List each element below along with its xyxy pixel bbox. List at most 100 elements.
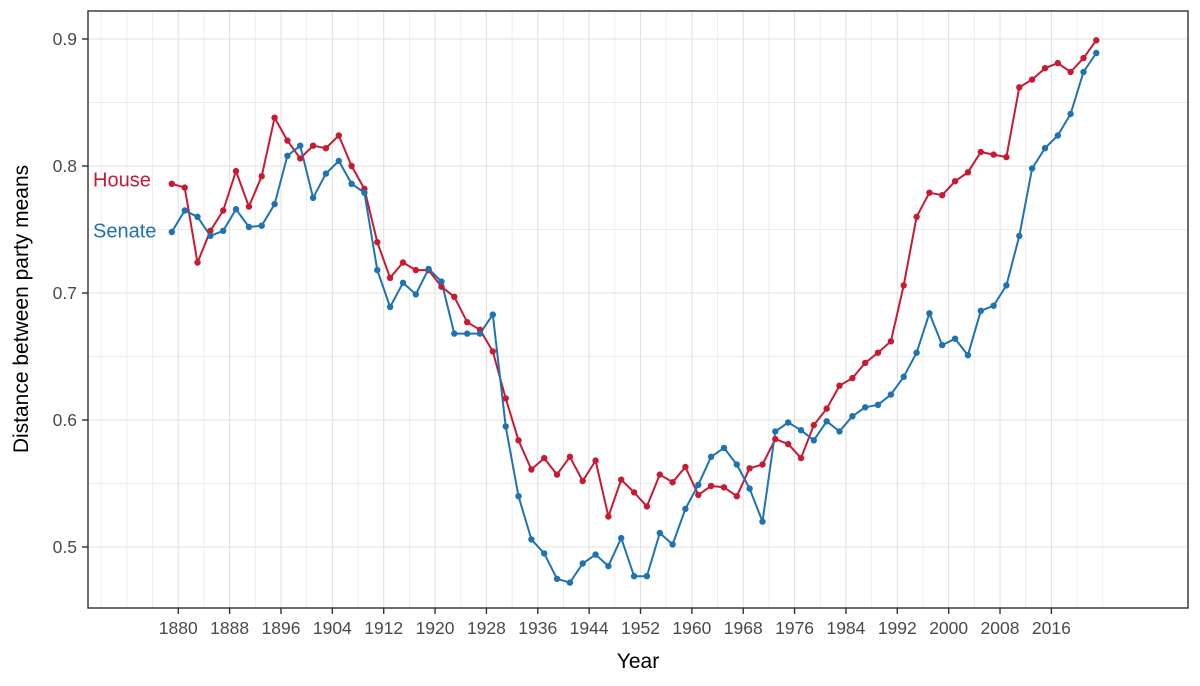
x-tick-label: 2008 <box>981 618 1020 638</box>
data-point-house <box>785 440 792 448</box>
data-point-house <box>335 132 342 139</box>
series-line-house <box>170 39 1098 518</box>
data-point-house <box>746 465 753 472</box>
data-point-house <box>1041 65 1049 72</box>
data-point-house <box>682 463 689 471</box>
x-tick-label: 1896 <box>262 618 301 638</box>
data-point-house <box>797 454 805 462</box>
data-point-house <box>772 435 779 443</box>
data-point-senate <box>746 485 753 492</box>
data-point-house <box>656 471 663 478</box>
data-point-senate <box>836 428 843 435</box>
grid-minor-lines <box>88 11 1188 608</box>
data-point-house <box>977 148 984 156</box>
data-point-senate <box>951 335 959 342</box>
series-lines <box>170 39 1098 584</box>
data-point-house <box>630 489 638 496</box>
data-point-house <box>926 189 933 196</box>
data-point-house <box>1003 153 1010 161</box>
data-point-senate <box>926 310 933 317</box>
data-point-house <box>502 395 509 402</box>
data-point-senate <box>1093 49 1100 57</box>
data-point-senate <box>849 413 856 420</box>
data-point-senate <box>630 573 638 580</box>
data-point-senate <box>643 573 651 580</box>
data-point-house <box>220 207 227 214</box>
data-point-house <box>874 349 882 356</box>
data-point-house <box>464 319 471 326</box>
data-point-senate <box>528 536 535 543</box>
data-point-senate <box>964 352 972 359</box>
x-tick-label: 1976 <box>775 618 814 638</box>
data-point-senate <box>772 428 779 435</box>
data-point-house <box>451 293 458 300</box>
data-point-house <box>181 184 188 191</box>
data-point-house <box>1080 54 1087 62</box>
data-point-senate <box>656 529 663 537</box>
data-point-senate <box>682 505 689 513</box>
data-point-senate <box>990 302 997 309</box>
data-point-house <box>605 513 612 520</box>
data-point-senate <box>785 419 792 426</box>
x-tick-label: 2016 <box>1032 618 1071 638</box>
y-tick-label: 0.5 <box>53 537 77 557</box>
data-point-senate <box>297 142 304 149</box>
data-point-senate <box>707 453 715 460</box>
data-point-senate <box>515 493 522 500</box>
series-line-senate <box>170 52 1098 584</box>
data-point-senate <box>887 391 895 398</box>
y-tick-label: 0.9 <box>53 29 77 49</box>
data-point-senate <box>348 180 355 187</box>
data-point-senate <box>733 461 740 468</box>
data-point-house <box>913 213 920 220</box>
data-point-senate <box>232 206 240 213</box>
data-point-house <box>489 348 496 355</box>
x-tick-label: 1960 <box>672 618 711 638</box>
data-point-house <box>823 405 830 412</box>
data-point-senate <box>669 541 676 548</box>
data-point-senate <box>502 423 509 430</box>
data-point-senate <box>181 207 188 214</box>
data-point-senate <box>476 330 484 337</box>
data-point-senate <box>386 303 394 311</box>
data-point-house <box>566 453 574 460</box>
data-point-senate <box>168 228 175 236</box>
legend-senate-label: Senate <box>93 220 157 243</box>
data-point-house <box>232 167 240 175</box>
data-point-senate <box>618 534 625 542</box>
data-point-house <box>528 466 535 473</box>
data-point-senate <box>1028 165 1036 172</box>
data-point-house <box>849 374 856 382</box>
data-point-senate <box>566 579 574 586</box>
data-point-senate <box>1041 145 1049 152</box>
axis-tick-marks <box>82 38 1053 614</box>
x-tick-label: 1952 <box>621 618 660 638</box>
data-point-house <box>695 491 702 499</box>
data-point-house <box>887 338 895 345</box>
y-tick-label: 0.8 <box>53 156 77 176</box>
data-point-senate <box>862 404 869 411</box>
data-point-house <box>964 169 972 176</box>
data-point-senate <box>823 418 830 425</box>
data-point-senate <box>258 222 265 229</box>
data-point-house <box>733 493 740 500</box>
data-point-senate <box>322 170 330 177</box>
panel-border <box>87 10 1189 609</box>
data-point-senate <box>759 518 766 525</box>
data-point-house <box>374 239 381 246</box>
data-point-house <box>1028 76 1036 83</box>
x-tick-label: 1904 <box>313 618 352 638</box>
data-point-house <box>309 142 317 149</box>
x-tick-label: 1920 <box>416 618 455 638</box>
data-point-senate <box>541 550 548 557</box>
data-point-house <box>168 180 175 187</box>
data-point-house <box>245 203 253 210</box>
data-point-house <box>707 482 715 490</box>
data-point-senate <box>720 444 728 452</box>
data-point-senate <box>425 265 432 273</box>
data-point-senate <box>207 232 214 240</box>
x-axis-tick-labels: 1880 1888 1896 1904 1912 1920 1928 1936 1944 1952… <box>159 618 1071 638</box>
data-point-senate <box>553 575 561 582</box>
y-axis-title: Distance between party means <box>10 164 33 454</box>
